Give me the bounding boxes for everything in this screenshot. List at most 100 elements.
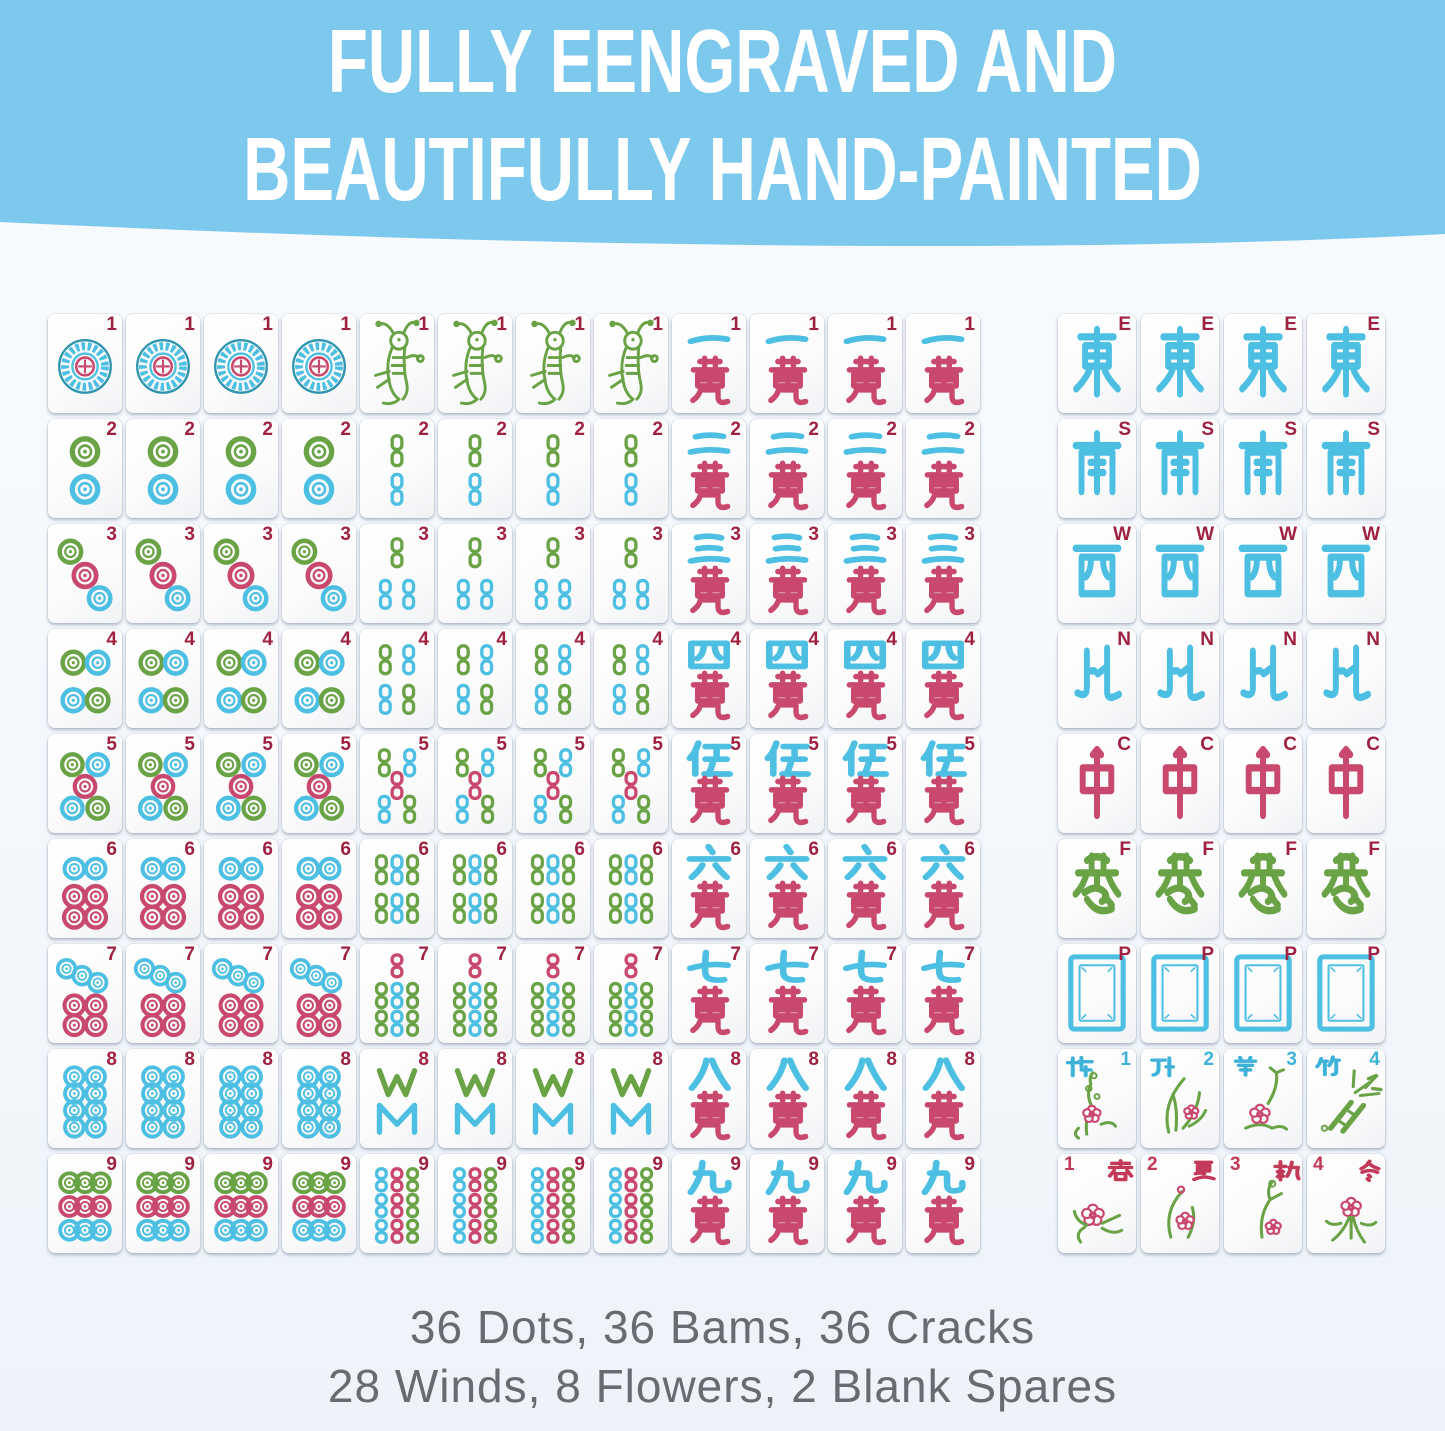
tile-crack-8: 8 [672, 1049, 746, 1148]
tile-bam-7: 7 [516, 944, 590, 1043]
tile-dot-1-face [292, 339, 346, 394]
tile-dot-2-face [225, 436, 257, 505]
banner-title: FULLY EENGRAVED AND BEAUTIFULLY HAND-PAI… [108, 8, 1336, 223]
tile-index: C [1283, 734, 1297, 755]
tile-crack-6-face [764, 843, 810, 931]
tile-index: 4 [1313, 1154, 1324, 1175]
tile-index: 5 [184, 734, 195, 755]
tile-dot-7-face [211, 957, 265, 1038]
tile-dot-8: 8 [48, 1049, 122, 1148]
tile-green-dragon: F [1058, 839, 1136, 938]
tile-index: 4 [340, 629, 351, 650]
tile-west: W [1141, 524, 1219, 623]
tile-east: E [1307, 314, 1385, 413]
tile-index: 3 [808, 524, 819, 545]
tile-dot-6-face [217, 856, 265, 930]
tile-dot-3: 3 [126, 524, 200, 623]
tile-red-dragon-face [1162, 745, 1198, 820]
tile-bam-4-face [456, 644, 494, 715]
tile-index: 9 [496, 1154, 507, 1175]
tile-index: 7 [574, 944, 585, 965]
tile-crack-2-face [921, 432, 965, 511]
tile-index: 4 [418, 629, 429, 650]
tile-index: 8 [652, 1049, 663, 1070]
tile-bam-1: 1 [594, 314, 668, 413]
tile-index: 4 [106, 629, 117, 650]
tile-dot-2: 2 [126, 419, 200, 518]
tile-crack-9-face [921, 1159, 966, 1246]
tile-green-dragon: F [1307, 839, 1385, 938]
tile-index: N [1117, 629, 1131, 650]
tile-green-dragon-face [1155, 852, 1205, 915]
caption-line1: 36 Dots, 36 Bams, 36 Cracks [409, 1301, 1036, 1353]
tile-crack-3: 3 [672, 524, 746, 623]
tile-dot-9-face [214, 1171, 268, 1242]
tile-bam-9-face [608, 1167, 654, 1244]
tile-bam-9: 9 [438, 1154, 512, 1253]
tile-season-4-face [1324, 1159, 1381, 1244]
tile-bam-6-face [530, 854, 576, 924]
tile-index: S [1367, 419, 1380, 440]
tile-bam-1: 1 [516, 314, 590, 413]
tile-index: P [1284, 944, 1297, 965]
tile-index: 4 [964, 629, 975, 650]
tile-dot-9: 9 [282, 1154, 356, 1253]
tile-bam-6-face [374, 854, 420, 924]
tile-crack-7: 7 [750, 944, 824, 1043]
tile-bam-9: 9 [516, 1154, 590, 1253]
tile-white-dragon: P [1224, 944, 1302, 1043]
tile-dot-7: 7 [204, 944, 278, 1043]
tile-index: 6 [184, 839, 195, 860]
tile-north: N [1224, 629, 1302, 728]
tile-dot-9-face [58, 1171, 112, 1242]
tile-north-face [1074, 644, 1123, 702]
banner: FULLY EENGRAVED AND BEAUTIFULLY HAND-PAI… [0, 0, 1445, 262]
tile-crack-2: 2 [828, 419, 902, 518]
tile-white-dragon: P [1141, 944, 1219, 1043]
tile-index: 8 [886, 1049, 897, 1070]
tile-crack-6: 6 [906, 839, 980, 938]
tile-bam-5: 5 [360, 734, 434, 833]
tile-crack-7-face [920, 949, 966, 1036]
tile-index: 5 [496, 734, 507, 755]
tile-crack-3-face [843, 533, 887, 616]
tile-dot-3-face [135, 538, 191, 612]
tile-bam-1: 1 [360, 314, 434, 413]
tile-bam-9: 9 [360, 1154, 434, 1253]
tile-dot-1: 1 [126, 314, 200, 413]
tile-bam-3-face [378, 537, 416, 610]
tile-dot-9-face [136, 1171, 190, 1242]
tile-crack-9: 9 [672, 1154, 746, 1253]
tile-east-face [1073, 325, 1121, 398]
tile-green-dragon-face [1072, 852, 1122, 915]
tile-index: W [1113, 524, 1131, 545]
tile-index: 3 [106, 524, 117, 545]
tile-index: 9 [808, 1154, 819, 1175]
tile-bam-8: 8 [438, 1049, 512, 1148]
tile-crack-4-face [843, 640, 887, 721]
tile-bam-2: 2 [594, 419, 668, 518]
tile-bam-2-face [390, 434, 404, 506]
tile-bam-4-face [534, 644, 572, 715]
tile-bam-4: 4 [360, 629, 434, 728]
tile-crack-5: 5 [906, 734, 980, 833]
tile-red-dragon-face [1328, 745, 1364, 820]
tile-red-dragon: C [1307, 734, 1385, 833]
tile-index: 2 [652, 419, 663, 440]
tile-index: C [1366, 734, 1380, 755]
tile-index: 3 [886, 524, 897, 545]
tile-flower-3-face [1233, 1055, 1289, 1131]
tile-dot-2: 2 [282, 419, 356, 518]
tile-index: 7 [184, 944, 195, 965]
tile-bam-1-face [452, 319, 503, 406]
tile-bam-4-face [378, 644, 416, 715]
tile-south-face [1238, 430, 1288, 496]
tile-white-dragon: P [1058, 944, 1136, 1043]
tile-crack-6-face [686, 843, 732, 931]
tile-season-2: 2 [1141, 1154, 1219, 1253]
tile-dot-6: 6 [282, 839, 356, 938]
tile-west: W [1307, 524, 1385, 623]
tile-dot-2-face [147, 436, 179, 505]
tile-dot-7-face [55, 957, 109, 1038]
tile-south-face [1155, 430, 1205, 496]
